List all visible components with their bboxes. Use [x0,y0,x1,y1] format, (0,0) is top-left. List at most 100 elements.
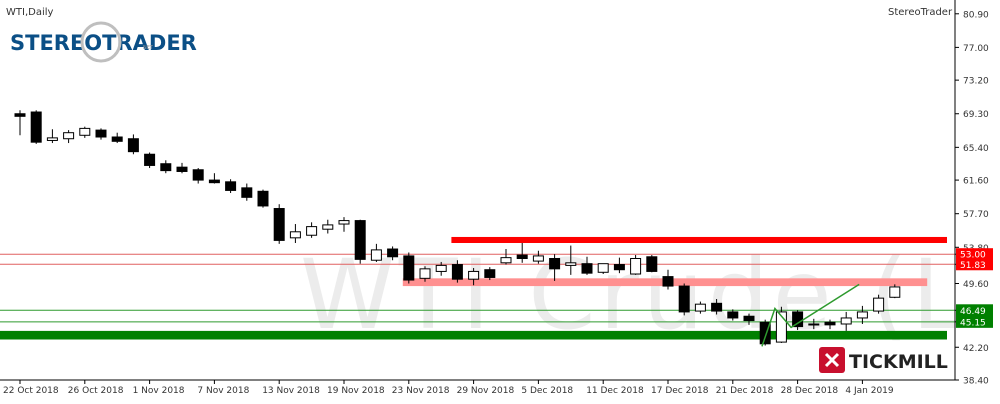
y-tick-label: 42.20 [963,344,989,354]
candle-body [225,181,237,191]
candle-body [662,276,674,287]
candle [597,263,609,275]
x-axis: 22 Oct 2018 26 Oct 2018 1 Nov 2018 7 Nov 20… [3,380,894,396]
y-tick-label: 61.60 [963,177,989,187]
candle [468,267,480,286]
candle-body [581,263,593,274]
candles-layer [14,110,901,346]
y-tick-label: 80.90 [963,10,989,20]
candle-body [856,311,868,319]
candle-body [727,311,739,319]
candle [711,299,723,315]
candle [613,257,625,274]
candle [30,110,42,144]
candle [775,306,787,343]
candle-body [532,255,544,262]
candle [176,162,188,174]
candle [565,245,577,275]
candle [419,266,431,282]
candle [500,249,512,265]
candle-body [419,268,431,279]
logo-text-top-left: STEREOTRADER [10,31,197,55]
candle [873,294,885,314]
candle-body [694,303,706,312]
x-tick-label: 22 Oct 2018 [3,386,59,396]
x-tick-label: 19 Nov 2018 [327,386,385,396]
y-tick-label: 57.70 [963,210,989,220]
candle-body [630,258,642,275]
candle [79,126,91,138]
price-label-bg [956,248,993,261]
candle [306,222,318,238]
candle-body [14,113,26,117]
candle-body [824,321,836,326]
candle-body [451,264,463,280]
candle-body [273,208,285,241]
candle-body [306,226,318,236]
x-tick-label: 23 Nov 2018 [392,386,450,396]
candle [694,301,706,314]
y-tick-label: 73.20 [963,77,989,87]
y-tick-label: 38.40 [963,377,989,387]
candle [144,152,156,169]
price-label-bg [956,258,993,271]
candle [630,255,642,275]
candle-body [711,302,723,312]
candle-body [646,256,658,272]
candle [127,134,139,155]
candle [160,160,172,174]
candle-body [468,270,480,280]
candle-body [208,179,220,184]
candle-body [144,153,156,166]
candle-body [435,264,447,272]
candle [289,224,301,243]
candle-body [873,297,885,312]
candle [208,173,220,184]
candle-body [127,138,139,153]
candle-body [176,166,188,172]
candle [792,310,804,331]
price-label-text: 46.49 [960,307,986,317]
candle-body [759,321,771,345]
y-tick-label: 49.60 [963,280,989,290]
candle-body [257,190,269,207]
price-label: 53.00 [956,248,993,261]
x-tick-label: 7 Nov 2018 [197,386,249,396]
logo-suffix: NET [143,45,154,51]
candle-body [597,263,609,273]
candle [727,309,739,321]
candle [273,204,285,244]
price-label-bg [956,304,993,317]
y-tick-label: 77.00 [963,44,989,54]
candle [435,261,447,276]
candle [338,217,350,232]
candle [759,319,771,346]
trendline [761,283,860,347]
candle-body [79,127,91,136]
candle-body [743,315,755,322]
x-tick-label: 1 Nov 2018 [133,386,185,396]
y-tick-label: 65.40 [963,144,989,154]
candle [532,250,544,264]
x-tick-label: 17 Dec 2018 [651,386,709,396]
candle [225,179,237,194]
candle [743,313,755,325]
candle [46,129,58,144]
x-tick-label: 28 Dec 2018 [781,386,839,396]
candle [808,318,820,330]
stereotrader-logo: STEREOTRADER NET [10,21,197,63]
price-label: 45.15 [956,315,993,328]
logo-text-bottom-right: TICKMILL [849,351,948,373]
zone-2 [0,330,947,340]
candle [662,269,674,290]
candle [840,311,852,331]
candle-body [370,249,382,261]
candle-body [338,220,350,225]
candle [581,256,593,275]
candle-body [160,163,172,172]
candle [111,132,123,144]
price-label: 46.49 [956,304,993,317]
candle-body [46,137,58,141]
x-tick-label: 26 Oct 2018 [68,386,124,396]
